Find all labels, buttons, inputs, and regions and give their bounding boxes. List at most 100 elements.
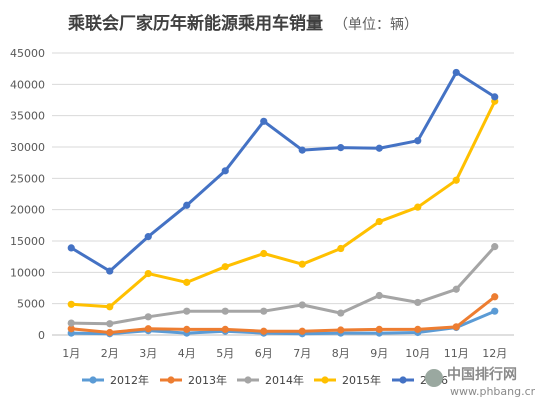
data-point xyxy=(375,325,383,333)
y-tick-label: 25000 xyxy=(10,172,45,185)
data-point xyxy=(414,298,422,307)
chart-unit-note: （单位：辆） xyxy=(334,17,418,33)
legend-label: 2014年 xyxy=(265,373,304,387)
data-point xyxy=(221,325,229,333)
data-point xyxy=(298,301,306,309)
y-tick-label: 35000 xyxy=(10,110,45,123)
data-point xyxy=(144,233,152,241)
y-tick-label: 30000 xyxy=(10,141,45,154)
watermark-logo-icon xyxy=(425,369,443,387)
data-point xyxy=(183,201,191,209)
x-tick-label: 6月 xyxy=(255,347,273,360)
data-point xyxy=(260,117,268,125)
series-4 xyxy=(67,97,499,311)
legend-marker xyxy=(244,376,252,384)
data-point xyxy=(106,303,114,311)
data-point xyxy=(183,325,191,333)
legend-item: 2012年 xyxy=(82,373,149,387)
x-tick-label: 9月 xyxy=(370,347,388,360)
legend-item: 2015年 xyxy=(314,373,381,387)
legend-item: 2013年 xyxy=(160,373,227,387)
y-tick-label: 20000 xyxy=(10,204,45,217)
data-point xyxy=(452,323,460,331)
x-tick-label: 7月 xyxy=(293,347,311,360)
data-point xyxy=(337,244,345,253)
data-point xyxy=(67,300,75,308)
title-group: 乘联会厂家历年新能源乘用车销量 （单位：辆） xyxy=(67,13,418,34)
chart-title: 乘联会厂家历年新能源乘用车销量 xyxy=(67,13,323,34)
legend-marker xyxy=(89,376,97,384)
data-point xyxy=(106,328,114,337)
data-point xyxy=(183,307,191,315)
y-axis-ticks: 0 5000 10000 15000 20000 25000 30000 35000 40000… xyxy=(10,47,45,342)
data-point xyxy=(337,309,345,317)
data-point xyxy=(106,320,114,328)
legend-label: 2012年 xyxy=(110,373,149,387)
data-point xyxy=(67,325,75,333)
y-tick-label: 40000 xyxy=(10,78,45,91)
y-tick-label: 5000 xyxy=(17,298,45,311)
data-point xyxy=(375,217,383,226)
data-point xyxy=(414,137,422,145)
data-point xyxy=(452,68,460,77)
x-tick-label: 12月 xyxy=(482,347,507,360)
data-point xyxy=(106,267,114,275)
data-point xyxy=(67,244,75,252)
x-tick-label: 1月 xyxy=(62,347,80,360)
data-point xyxy=(491,293,499,301)
data-point xyxy=(414,203,422,211)
data-point xyxy=(183,278,191,286)
data-point xyxy=(375,291,383,300)
x-tick-label: 11月 xyxy=(444,347,469,360)
data-point xyxy=(452,176,460,184)
series-5 xyxy=(67,68,499,275)
legend-label: 2013年 xyxy=(188,373,227,387)
data-point xyxy=(298,146,306,154)
series-line xyxy=(69,295,497,334)
y-tick-label: 10000 xyxy=(10,266,45,279)
y-tick-label: 0 xyxy=(38,329,45,342)
x-tick-label: 8月 xyxy=(332,347,350,360)
data-point xyxy=(452,285,460,293)
data-point xyxy=(414,325,422,333)
legend-marker xyxy=(167,376,175,384)
data-point xyxy=(260,307,268,315)
watermark-url: www.phbang.cn xyxy=(450,385,535,398)
data-point xyxy=(144,313,152,321)
x-tick-label: 2月 xyxy=(101,347,119,360)
x-axis-ticks: 1月 2月 3月 4月 5月 6月 7月 8月 9月 10月 11月 12月 xyxy=(62,347,507,360)
data-point xyxy=(221,167,229,175)
legend-marker xyxy=(321,376,329,384)
data-point xyxy=(260,327,268,335)
data-point xyxy=(221,263,229,271)
series-line xyxy=(69,245,497,326)
series-line xyxy=(69,70,497,273)
legend-label: 2015年 xyxy=(342,373,381,387)
series-2 xyxy=(67,293,499,337)
watermark: 中国排行网 www.phbang.cn xyxy=(425,366,535,398)
x-tick-label: 10月 xyxy=(405,347,430,360)
series-line xyxy=(69,99,497,309)
data-point xyxy=(260,249,268,258)
y-tick-label: 45000 xyxy=(10,47,45,60)
legend-item: 2014年 xyxy=(237,373,304,387)
data-point xyxy=(298,260,306,268)
data-point xyxy=(337,144,345,152)
data-point xyxy=(298,327,306,335)
data-point xyxy=(337,326,345,334)
grid-lines xyxy=(52,52,514,336)
data-point xyxy=(491,307,499,315)
data-point xyxy=(144,269,152,278)
data-point xyxy=(491,93,499,101)
data-point xyxy=(375,144,383,152)
x-tick-label: 3月 xyxy=(139,347,157,360)
series-1 xyxy=(67,307,499,338)
data-point xyxy=(144,325,152,333)
series-group xyxy=(67,68,499,338)
data-point xyxy=(67,319,75,327)
data-point xyxy=(491,243,499,251)
series-line xyxy=(69,309,497,336)
data-point xyxy=(221,307,229,315)
